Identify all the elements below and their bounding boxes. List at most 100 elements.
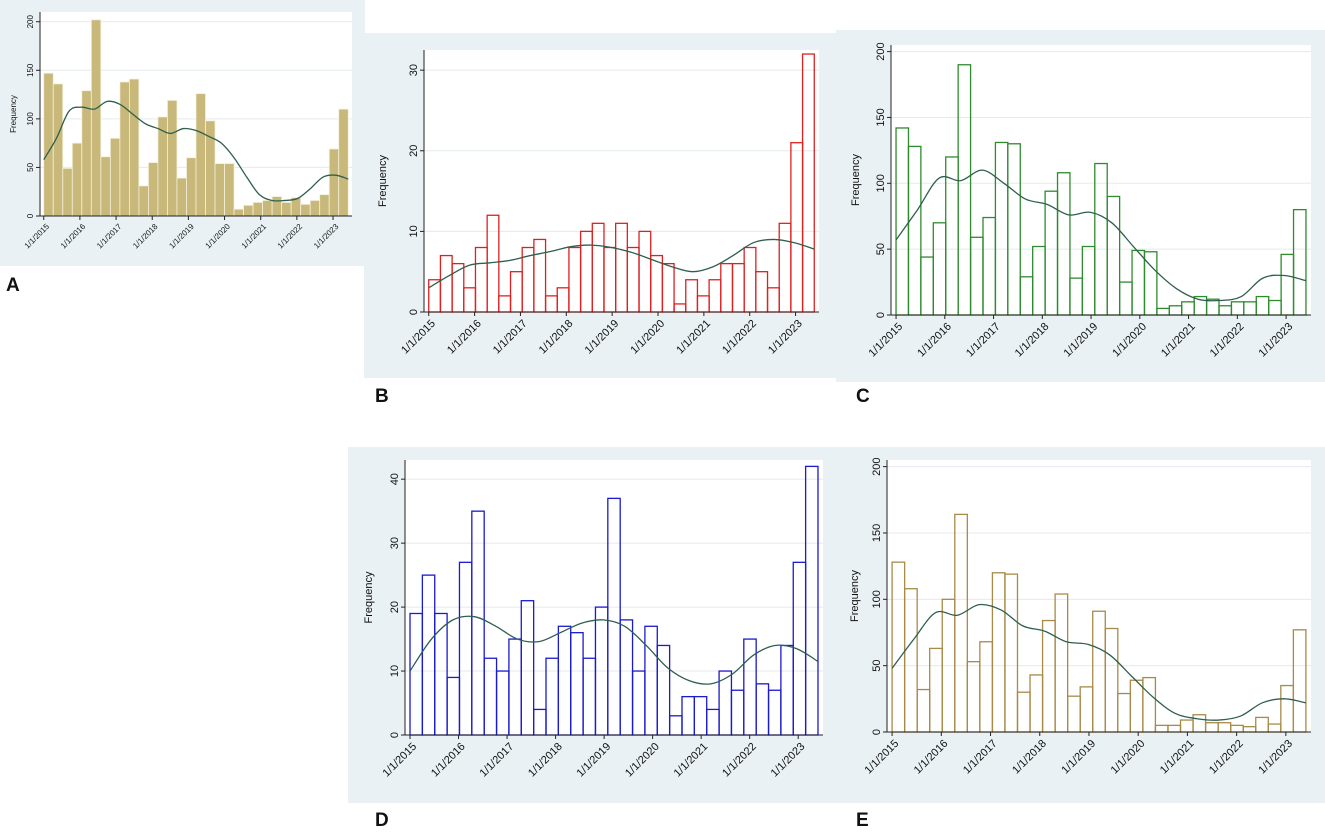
x-tick-label: 1/1/2017 — [491, 318, 530, 357]
y-tick-label: 150 — [871, 524, 883, 542]
x-tick-label: 1/1/2020 — [1110, 321, 1149, 360]
x-tick-label: 1/1/2015 — [866, 321, 905, 360]
panel-label-b: B — [375, 386, 389, 407]
chart-c: 0 50 100 150 200 Frequency 1/1/2015 1/1/2016 1/1… — [850, 42, 1311, 360]
x-tick-label: 1/1/2015 — [863, 738, 902, 777]
y-axis-title: Frequency — [850, 154, 862, 206]
x-tick-label: 1/1/2023 — [766, 318, 805, 357]
histogram-bar — [43, 72, 54, 217]
histogram-bar — [338, 108, 349, 217]
y-tick-label: 40 — [389, 473, 401, 485]
x-tick-label: 1/1/2018 — [526, 741, 565, 780]
histogram-bar — [243, 204, 254, 217]
y-tick-label: 10 — [389, 665, 401, 677]
histogram-bar — [100, 156, 111, 217]
x-tick-label: 1/1/2019 — [583, 318, 622, 357]
x-tick-label: 1/1/2016 — [445, 318, 484, 357]
panel-label-d: D — [375, 810, 389, 831]
x-tick-label: 1/1/2015 — [23, 222, 52, 251]
x-tick-label: 1/1/2022 — [720, 318, 759, 357]
y-tick-label: 0 — [26, 213, 35, 218]
x-tick-label: 1/1/2023 — [769, 741, 808, 780]
y-tick-label: 200 — [871, 457, 883, 475]
y-tick-label: 100 — [871, 590, 883, 608]
histogram-bar — [52, 83, 64, 217]
y-tick-label: 10 — [408, 225, 420, 237]
density-curve — [428, 238, 815, 289]
x-tick-label: 1/1/2020 — [623, 741, 662, 780]
x-tick-label: 1/1/2023 — [312, 222, 341, 251]
density-curve — [409, 615, 819, 685]
histogram-bar — [119, 81, 130, 217]
x-tick-label: 1/1/2021 — [672, 741, 711, 780]
x-tick-label: 1/1/2019 — [1062, 321, 1101, 360]
histogram-bar — [90, 19, 102, 217]
panel-b: 0 10 20 30 Frequency 1/1/2015 1/1/2016 1/1/2017… — [364, 33, 836, 378]
density-curve — [43, 100, 349, 202]
histogram-bar — [176, 177, 187, 217]
histogram-bar — [214, 163, 225, 217]
histogram-bar — [309, 200, 321, 217]
plot-area — [887, 460, 1311, 732]
histogram-bar — [71, 142, 83, 217]
panel-label-c: C — [856, 386, 870, 407]
histogram-bar — [195, 93, 206, 217]
y-tick-label: 30 — [389, 537, 401, 549]
y-tick-label: 20 — [408, 145, 420, 157]
x-tick-label: 1/1/2016 — [915, 321, 954, 360]
x-tick-label: 1/1/2017 — [95, 222, 124, 251]
histogram-bar — [138, 185, 149, 217]
x-tick-label: 1/1/2018 — [537, 318, 576, 357]
y-tick-label: 100 — [26, 112, 35, 126]
y-tick-label: 0 — [408, 309, 420, 315]
histogram-bar — [281, 201, 292, 217]
x-tick-label: 1/1/2023 — [1257, 321, 1296, 360]
x-tick-label: 1/1/2020 — [628, 318, 667, 357]
x-tick-label: 1/1/2017 — [964, 321, 1003, 360]
y-tick-label: 0 — [871, 729, 883, 735]
histogram-bar — [300, 203, 311, 217]
x-tick-label: 1/1/2019 — [1059, 738, 1098, 777]
panel-c: 0 50 100 150 200 Frequency 1/1/2015 1/1/2016 1/1… — [836, 30, 1325, 382]
histogram-bar — [167, 100, 178, 217]
y-tick-label: 20 — [389, 601, 401, 613]
density-curve — [895, 169, 1307, 302]
plot-area — [405, 460, 823, 735]
y-axis-title: Frequency — [9, 95, 18, 133]
x-tick-label: 1/1/2017 — [961, 738, 1000, 777]
x-tick-label: 1/1/2022 — [720, 741, 759, 780]
y-tick-label: 0 — [875, 312, 887, 318]
x-tick-label: 1/1/2020 — [1109, 738, 1148, 777]
y-tick-label: 50 — [26, 162, 35, 171]
x-tick-label: 1/1/2022 — [1207, 738, 1246, 777]
y-axis-title: Frequency — [849, 570, 861, 622]
panel-e: 0 50 100 150 200 Frequency 1/1/2015 1/1/2016 1/1… — [836, 447, 1325, 803]
histogram-bar — [252, 201, 264, 217]
x-tick-label: 1/1/2016 — [59, 222, 88, 251]
x-tick-label: 1/1/2021 — [1159, 321, 1198, 360]
histogram-bar — [262, 200, 273, 217]
x-tick-label: 1/1/2018 — [1010, 738, 1049, 777]
histogram-bar — [224, 163, 235, 217]
x-tick-label: 1/1/2022 — [276, 222, 305, 251]
histogram-bar — [62, 167, 73, 217]
x-tick-label: 1/1/2017 — [478, 741, 517, 780]
chart-d: 0 10 20 30 40 Frequency 1/1/2015 1/1/2016 1/1/20… — [363, 460, 823, 780]
y-tick-label: 50 — [871, 660, 883, 672]
y-axis-title: Frequency — [363, 571, 375, 623]
histogram-bar — [128, 78, 140, 217]
x-tick-label: 1/1/2023 — [1256, 738, 1295, 777]
x-tick-label: 1/1/2020 — [204, 222, 233, 251]
density-curve — [891, 603, 1307, 721]
x-tick-label: 1/1/2021 — [240, 222, 269, 251]
y-tick-label: 50 — [875, 243, 887, 255]
plot-area — [424, 50, 819, 312]
histogram-bar — [328, 148, 340, 217]
histogram-bar — [109, 137, 121, 217]
y-tick-label: 150 — [26, 63, 35, 77]
y-tick-label: 200 — [26, 14, 35, 28]
histogram-bar — [271, 196, 283, 217]
panel-d: 0 10 20 30 40 Frequency 1/1/2015 1/1/2016 1/1/20… — [348, 447, 836, 803]
x-tick-label: 1/1/2021 — [1158, 738, 1197, 777]
